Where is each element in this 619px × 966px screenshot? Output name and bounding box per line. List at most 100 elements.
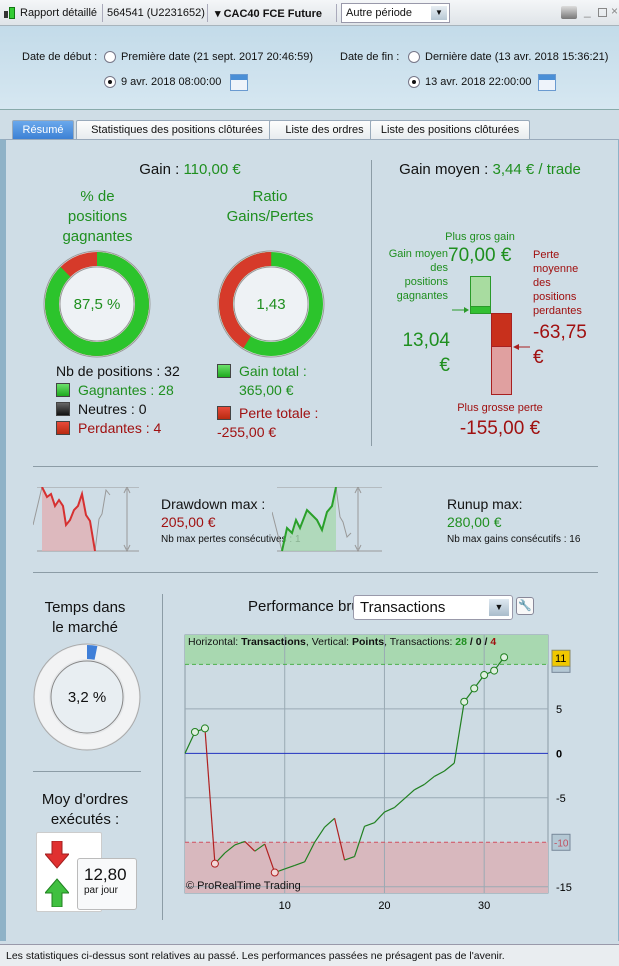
value-line: € (439, 355, 450, 376)
drawdown-line (41, 487, 96, 552)
title-line: % de (80, 188, 115, 205)
orders-per-day: 12,80 par jour (77, 858, 137, 910)
account-id: 564541 (U2231652) (107, 7, 205, 19)
time-in-market-donut (33, 643, 141, 751)
runup-info: Runup max: 280,00 € Nb max gains consécu… (447, 495, 580, 549)
runup-label: Runup max: (447, 496, 523, 512)
tab-closed-positions-list[interactable]: Liste des positions clôturées (370, 120, 530, 140)
gain-label: Gain : (139, 161, 180, 178)
top-toolbar: Rapport détaillé 564541 (U2231652) ▾ CAC… (0, 0, 619, 26)
title-line: Ratio (252, 188, 288, 205)
time-in-market-value: 3,2 % (67, 689, 107, 706)
data-point (460, 697, 469, 706)
start-first-radio[interactable] (104, 51, 116, 63)
ratio-legend: Gain total : 365,00 € Perte totale : -255… (217, 362, 318, 442)
loss-segment (334, 818, 346, 861)
status-bar: Les statistiques ci-dessus sont relative… (0, 944, 619, 966)
gain-segment (344, 855, 355, 861)
tab-orders-list[interactable]: Liste des ordres (269, 120, 380, 140)
v-label: , Vertical: (305, 636, 352, 648)
start-custom-date[interactable]: 9 avr. 2018 08:00:00 (121, 76, 222, 88)
end-custom-date[interactable]: 13 avr. 2018 22:00:00 (425, 76, 532, 88)
instrument-selector[interactable]: ▾ CAC40 FCE Future (215, 8, 322, 20)
gain-segment (443, 762, 455, 772)
h-label: Horizontal: (188, 636, 242, 648)
last-value-label: 11 (555, 653, 566, 665)
calendar-icon[interactable] (538, 74, 556, 91)
performance-axis-select[interactable]: Transactions ▼ (353, 595, 513, 620)
end-last-radio[interactable] (408, 51, 420, 63)
close-icon[interactable]: × (611, 4, 619, 18)
win-pct-donut (43, 250, 151, 358)
chevron-down-icon: ▼ (431, 6, 447, 20)
title-line: Moy d'ordres (41, 791, 129, 808)
arrow-down-icon (45, 841, 69, 869)
gain-segment (414, 783, 425, 791)
orders-value: 12,80 (84, 865, 127, 884)
gain-segment (224, 844, 236, 854)
loss-segment (264, 843, 276, 873)
print-icon[interactable] (561, 6, 577, 19)
label-line: Perte (533, 249, 560, 261)
biggest-loss-value: -155,00 € (459, 418, 541, 439)
y-tick-label: -15 (556, 882, 572, 894)
neutral-swatch (56, 402, 70, 416)
data-point (490, 666, 499, 675)
avg-win-label: Gain moyen des positions gagnantes (380, 247, 448, 303)
value-line: 13,04 (402, 330, 450, 351)
copyright: © ProRealTime Trading (186, 880, 301, 892)
tab-closed-positions-stats[interactable]: Statistiques des positions clôturées (76, 120, 278, 140)
gain-segment (453, 701, 465, 764)
gain-segment (394, 798, 405, 809)
avg-gain: Gain moyen : 3,44 € / trade (380, 161, 600, 178)
wins-count: 28 (455, 636, 467, 648)
neutral-count: Neutres : 0 (78, 401, 147, 417)
avg-loss-value: -63,75 € (533, 320, 587, 370)
losing-count: Perdantes : 4 (78, 420, 162, 436)
gain-segment (353, 826, 366, 857)
maximize-icon[interactable] (598, 8, 607, 17)
value-line: -63,75 (533, 322, 587, 343)
v-value: Points (352, 636, 385, 648)
upper-zone (185, 635, 548, 665)
x-tick-label: 10 (279, 900, 291, 912)
loss-arc (219, 252, 323, 356)
minimize-icon[interactable]: _ (584, 4, 591, 18)
label-line: moyenne (533, 263, 579, 275)
lower-zone (185, 842, 548, 893)
gain-total-value: 365,00 € (239, 382, 294, 398)
avg-loss-label: Perte moyenne des positions perdantes (533, 248, 582, 318)
data-point (500, 653, 509, 662)
winning-swatch (56, 383, 70, 397)
arrow-up-icon (45, 878, 69, 907)
ratio-value: 1,43 (256, 296, 286, 313)
max-consecutive-gains: Nb max gains consécutifs : 16 (447, 534, 581, 545)
losses-count: 4 (490, 636, 497, 648)
data-point (480, 671, 489, 680)
data-point (470, 684, 479, 693)
label-line: gagnantes (396, 290, 448, 302)
calendar-icon[interactable] (230, 74, 248, 91)
chart-info: Horizontal: Transactions, Vertical: Poin… (188, 636, 497, 648)
end-last-text: Dernière date (13 avr. 2018 15:36:21) (425, 51, 609, 63)
value-line: € (533, 347, 544, 368)
nb-positions: Nb de positions : 32 (56, 363, 180, 379)
y-tick-label: 0 (556, 748, 562, 760)
tab-resume[interactable]: Résumé (12, 120, 74, 140)
data-point (270, 868, 279, 877)
end-custom-radio[interactable] (408, 76, 420, 88)
avg-win-value: 13,04 € (390, 328, 450, 378)
title-line: positions (67, 208, 128, 225)
ratio-title: Ratio Gains/Pertes (210, 187, 330, 227)
wrench-icon[interactable]: 🔧 (516, 597, 534, 615)
data-point (190, 727, 199, 736)
period-value: Autre période (346, 7, 413, 19)
start-custom-radio[interactable] (104, 76, 116, 88)
losing-swatch (56, 421, 70, 435)
report-icon (4, 7, 16, 20)
title-line: exécutés : (50, 811, 120, 828)
title-line: le marché (52, 619, 118, 636)
period-select[interactable]: Autre période ▼ (341, 3, 450, 23)
drawdown-info: Drawdown max : 205,00 € Nb max pertes co… (161, 495, 301, 549)
instrument-label: CAC40 FCE Future (223, 8, 322, 20)
